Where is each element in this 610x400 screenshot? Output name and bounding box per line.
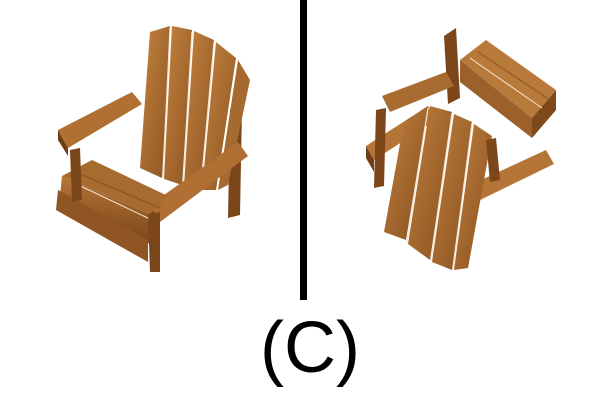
adirondack-chair-upright-view-icon [56, 26, 250, 272]
adirondack-chair-tilted-view-icon [366, 28, 556, 270]
right-chair-panel [310, 0, 610, 300]
figure-caption: (C) [260, 308, 360, 388]
left-chair-panel [0, 0, 300, 300]
vertical-divider [300, 0, 307, 300]
